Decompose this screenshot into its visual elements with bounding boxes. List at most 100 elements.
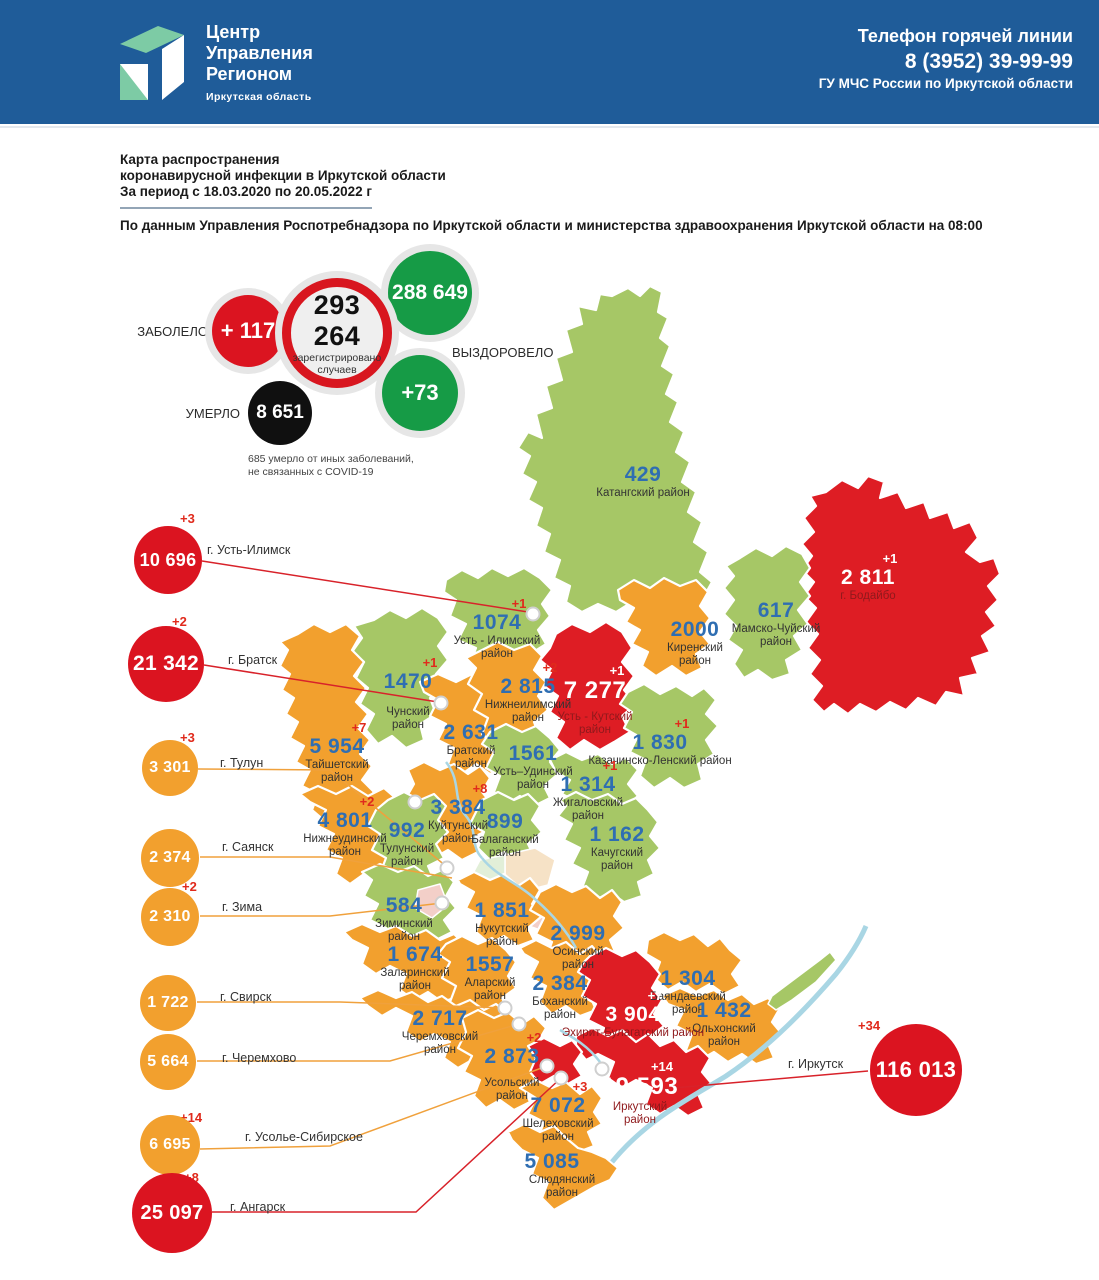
city-circle-angarsk: 25 097 — [132, 1173, 212, 1253]
died-value: 8 651 — [256, 402, 304, 423]
city-cases: 3 301 — [149, 759, 191, 776]
water-lines — [445, 761, 869, 1164]
region-name: Усть - Илимский район — [453, 635, 541, 660]
region-cases: 3 384 — [430, 796, 486, 819]
region-name: Киренский район — [667, 642, 723, 667]
hotline-label: Телефон горячей линии — [857, 26, 1073, 46]
region-label-usolsky: +2 2 873 Усольский район — [437, 1031, 587, 1102]
region-label-nizhneilimsky: +2 2 815 Нижнеилимский район — [453, 661, 603, 724]
city-label-irkutsk: г. Иркутск — [788, 1057, 844, 1071]
region-cases: 1 674 — [387, 943, 443, 966]
died-circle: 8 651 — [248, 381, 312, 445]
region-cases: 2 873 — [484, 1045, 540, 1068]
region-name: Чунский район — [386, 706, 430, 731]
region-name: Усть–Удинский район — [493, 766, 573, 791]
region-name: Баяндаевский район — [650, 991, 726, 1016]
region-cases: 1561 — [508, 742, 558, 765]
region-name: Зиминский район — [375, 918, 433, 943]
died-label: УМЕРЛО — [185, 406, 240, 421]
city-label-ust-ilimsk: г. Усть-Илимск — [207, 543, 291, 557]
region-label-tulunsky: 992 Тулунский район — [332, 820, 482, 868]
city-label-sayansk: г. Саянск — [222, 840, 274, 854]
recovered-circle: 288 649 — [388, 251, 472, 335]
region-name: Эхирит-Булагатский район — [561, 1027, 705, 1040]
city-delta-irkutsk: +34 — [858, 1018, 881, 1033]
title-line1: Карта распространения — [120, 152, 280, 167]
city-circle-cheremkhovo: 5 664 — [140, 1034, 196, 1090]
city-label-angarsk: г. Ангарск — [230, 1200, 286, 1214]
region-cases: 7 072 — [530, 1094, 586, 1117]
region-name: Слюдянский район — [528, 1174, 596, 1199]
region-label-nizhneudinsky: +2 4 801 Нижнеудинский район — [270, 795, 420, 858]
region-cases: 1 304 — [660, 967, 716, 990]
header-bar: Центр Управления Регионом Иркутская обла… — [0, 0, 1099, 124]
logo-subtitle: Иркутская область — [206, 91, 312, 103]
region-label-taishetsky: +7 5 954 Тайшетский район — [262, 721, 412, 784]
region-delta: +1 — [882, 551, 898, 566]
region-cases: 1557 — [465, 953, 515, 976]
region-name: Усольский район — [484, 1077, 540, 1102]
region-name: Нукутский район — [475, 923, 529, 948]
region-cases: 1 830 — [632, 731, 688, 754]
region-cases: 992 — [388, 819, 426, 842]
region-cases: 1 162 — [589, 823, 645, 846]
region-delta: +1 — [609, 663, 625, 678]
region-cases: 7 277 — [563, 677, 627, 704]
title-underline — [120, 207, 372, 209]
region-label-kazachinsko-lensky: +1 1 830 Казачинско-Ленский район — [585, 717, 735, 768]
sick-label: ЗАБОЛЕЛО — [137, 324, 208, 339]
city-label-usolye: г. Усолье-Сибирское — [245, 1130, 363, 1144]
city-dots — [407, 606, 610, 1086]
region-cases: 2 631 — [443, 721, 499, 744]
region-delta: +1 — [602, 758, 618, 773]
region-shape-kazachinsko-lensky — [618, 682, 720, 790]
region-delta: +2 — [526, 1030, 542, 1045]
registered-circle: 293 264 зарегистрировано случаев — [282, 278, 392, 388]
title-block: Карта распространения коронавирусной инф… — [120, 152, 983, 233]
city-circle-usolye: 6 695 — [140, 1115, 200, 1175]
region-cases: 5 085 — [524, 1150, 580, 1173]
city-label-cheremkhovo: г. Черемхово — [222, 1051, 297, 1065]
region-cases: 1 432 — [696, 999, 752, 1022]
region-cases: 2 384 — [532, 972, 588, 995]
region-cases: 617 — [757, 599, 795, 622]
city-delta-bratsk: +2 — [172, 614, 187, 629]
region-cases: 2 811 — [841, 566, 895, 589]
city-delta-tulun: +3 — [180, 730, 195, 745]
region-name: Боханский район — [532, 996, 588, 1021]
region-shape-olkhonsky — [660, 986, 784, 1066]
leader-lines — [197, 560, 869, 1213]
region-label-kirensky: 2000 Киренский район — [620, 619, 770, 667]
region-cases: 2 815 — [500, 675, 556, 698]
city-circle-sayansk: 2 374 — [141, 829, 199, 887]
region-shape-ust-udinsky — [480, 722, 562, 808]
region-name: Катангский район — [596, 487, 690, 500]
region-delta: +7 — [647, 988, 663, 1003]
region-cases: 1 851 — [474, 899, 530, 922]
region-delta: +7 — [351, 720, 367, 735]
region-label-ust-udinsky: 1561 Усть–Удинский район — [458, 743, 608, 791]
logo-line1: Центр — [206, 22, 261, 42]
city-circle-zima: 2 310 — [141, 888, 199, 946]
city-cases: 2 310 — [149, 908, 191, 925]
city-label-svirsk: г. Свирск — [220, 990, 272, 1004]
region-label-osinsky: 2 999 Осинский район — [503, 923, 653, 971]
city-circle-ust-ilimsk: 10 696 — [134, 526, 202, 594]
region-label-bayandaevsky: 1 304 Баяндаевский район — [613, 968, 763, 1016]
region-cases: 1470 — [383, 670, 433, 693]
city-cases: 116 013 — [875, 1057, 957, 1082]
region-label-cheremkhovsky: 2 717 Черемховский район — [365, 1008, 515, 1056]
city-cases: 21 342 — [132, 652, 200, 675]
logo-text: Центр Управления Регионом Иркутская обла… — [206, 22, 313, 103]
region-cases: 584 — [385, 894, 423, 917]
region-label-kuitunsky: +8 3 384 Куйтунский район — [383, 782, 533, 845]
region-name: Нижнеилимский район — [484, 699, 572, 724]
region-label-zhigalovsky: +1 1 314 Жигаловский район — [513, 759, 663, 822]
region-shape-ust-kutsky — [538, 620, 638, 752]
region-cases: 429 — [624, 463, 662, 486]
region-name: Шелеховский район — [522, 1118, 594, 1143]
region-name: Братский район — [446, 745, 496, 770]
region-shape-kirensky — [616, 576, 712, 678]
city-label-tulun: г. Тулун — [220, 756, 264, 770]
